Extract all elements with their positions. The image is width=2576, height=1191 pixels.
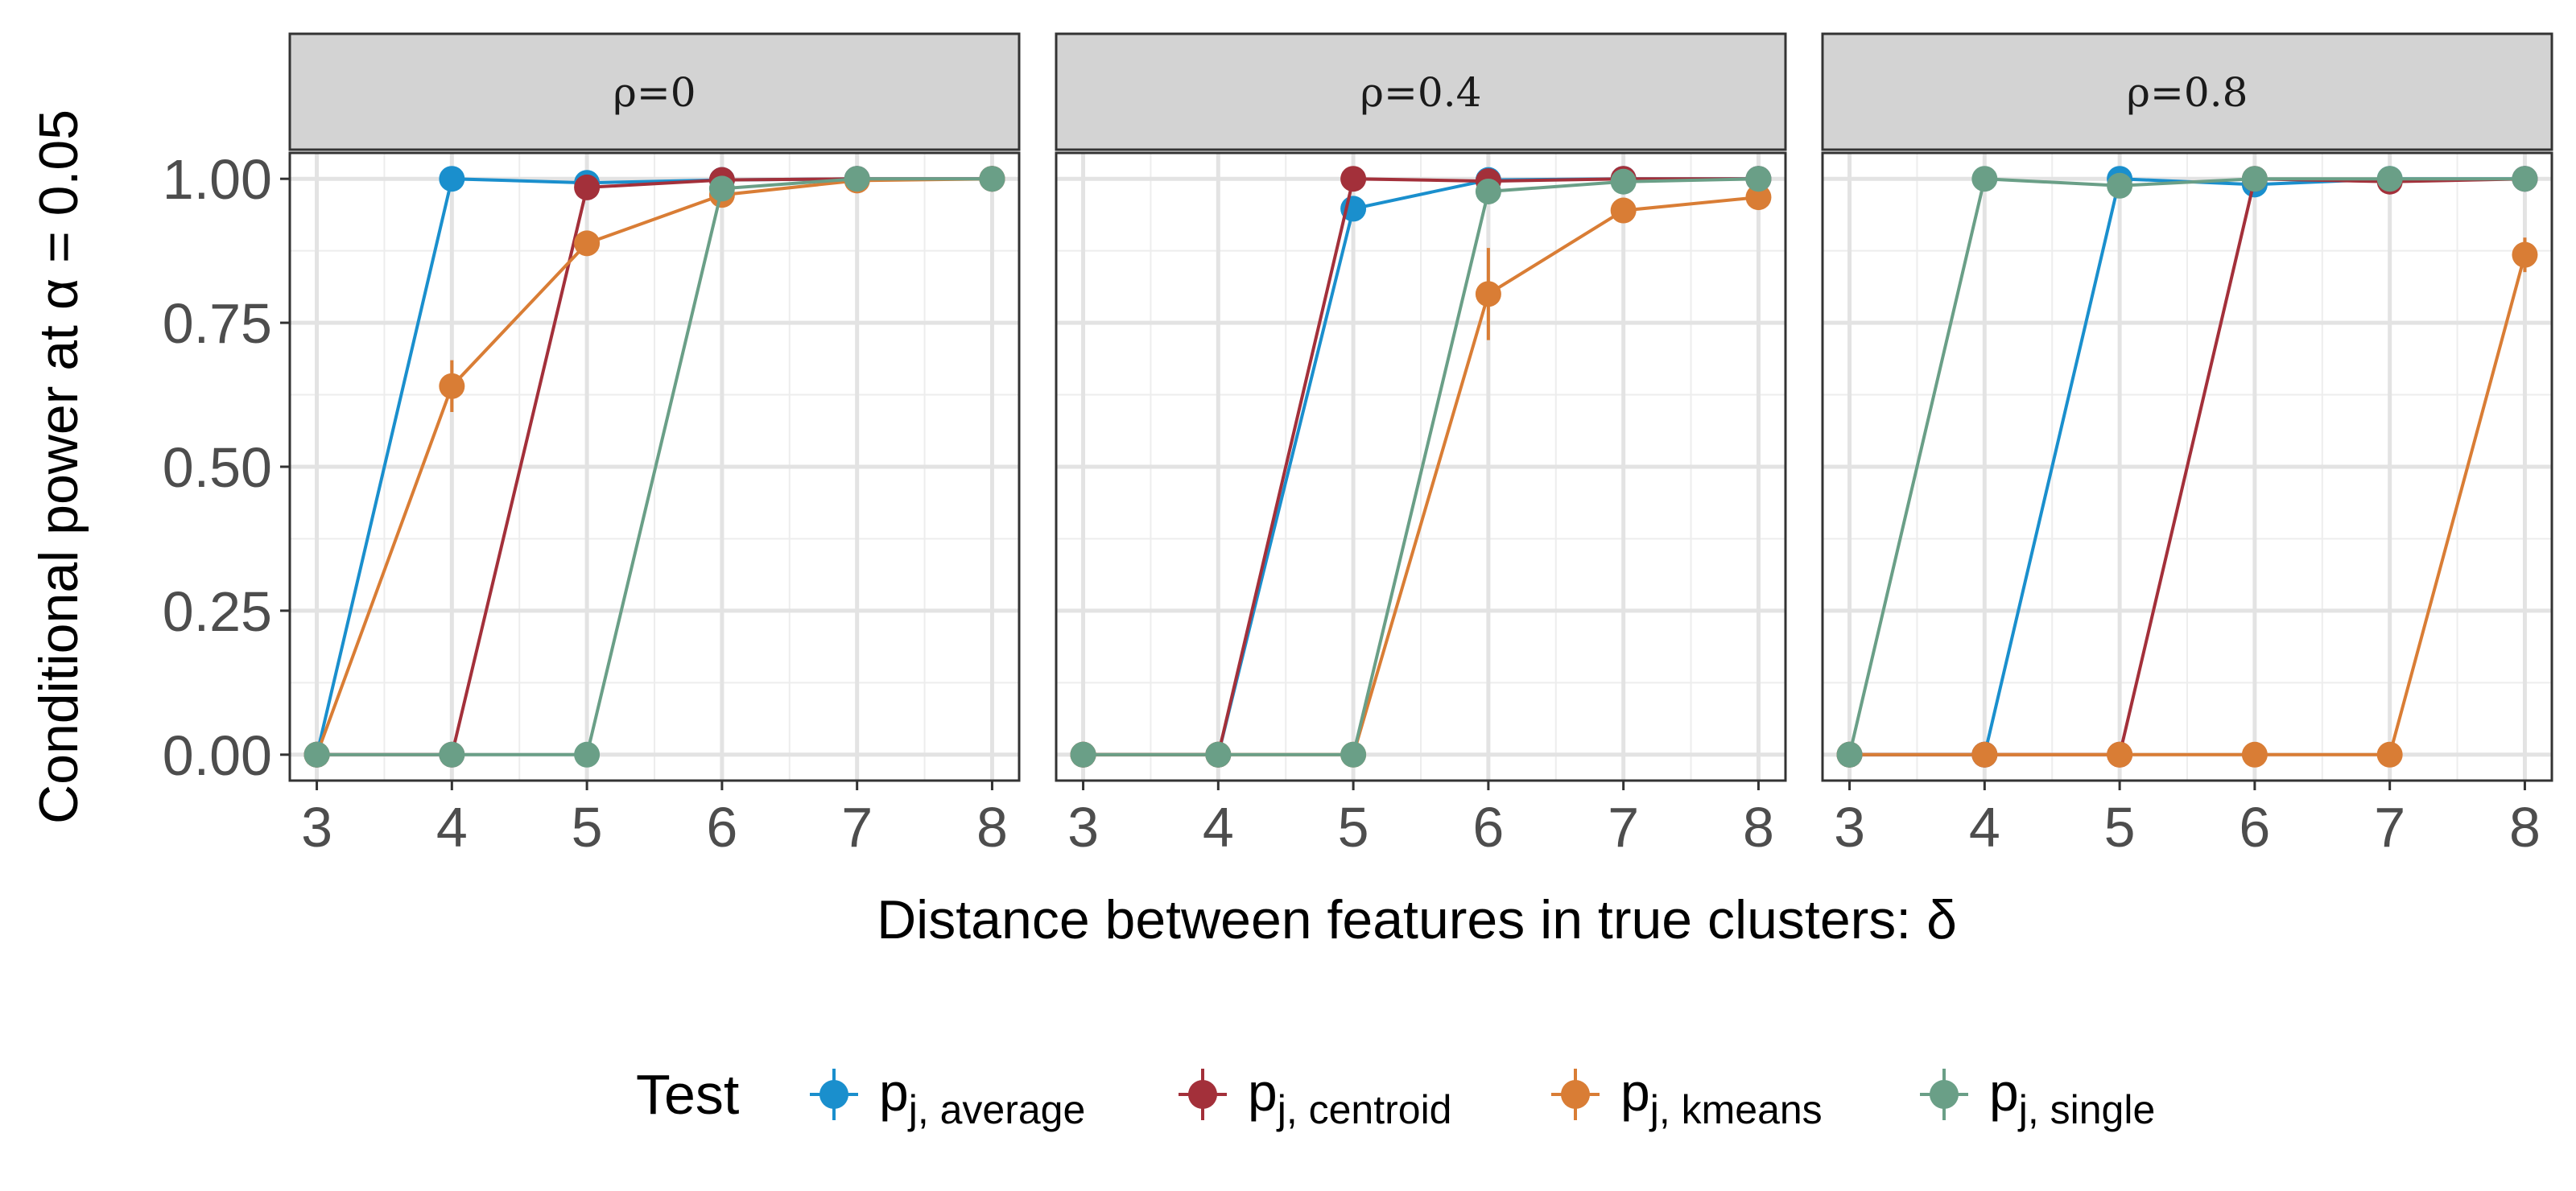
legend-key-point — [1188, 1080, 1217, 1109]
legend-label-sub: j, centroid — [1276, 1087, 1452, 1132]
data-point — [303, 741, 330, 768]
data-point — [574, 174, 601, 200]
data-point — [2512, 166, 2538, 192]
legend-key-point — [1561, 1080, 1590, 1109]
y-tick-label: 0.00 — [163, 724, 272, 787]
data-point — [2376, 741, 2403, 768]
panel-border — [1821, 151, 2553, 782]
data-point — [1070, 741, 1096, 768]
legend-label: pj, single — [1989, 1062, 2155, 1132]
data-point — [439, 373, 465, 399]
data-point — [1610, 168, 1637, 195]
legend-title: Test — [636, 1063, 739, 1126]
data-point — [1971, 741, 1998, 768]
legend-label-sub: j, single — [2017, 1087, 2156, 1132]
x-tick-label: 3 — [1067, 796, 1099, 859]
data-point — [2107, 741, 2133, 768]
data-point — [1836, 741, 1863, 768]
x-tick-label: 5 — [2104, 796, 2136, 859]
panels: ρ=0 3 4 5 6 7 8 0.00 0.25 0.50 0.75 1.00 ρ=0.4 3 4 5 6 7 8… — [163, 32, 2553, 859]
x-tick-label: 3 — [301, 796, 332, 859]
panel-1: ρ=0 3 4 5 6 7 8 0.00 0.25 0.50 0.75 1.00 — [163, 32, 1021, 859]
x-tick-label: 4 — [1203, 796, 1234, 859]
legend-item: pj, centroid — [1179, 1062, 1452, 1132]
data-point — [1971, 166, 1998, 192]
x-tick-label: 5 — [572, 796, 603, 859]
data-point — [439, 166, 465, 192]
x-tick-label: 7 — [1608, 796, 1639, 859]
legend-label-main: p — [1248, 1062, 1278, 1122]
panel-border — [1055, 151, 1787, 782]
data-point — [2241, 166, 2268, 192]
series-line — [316, 177, 993, 756]
legend-label-sub: j, average — [907, 1087, 1086, 1132]
y-tick-label: 1.00 — [163, 148, 272, 211]
x-tick-label: 8 — [1743, 796, 1774, 859]
data-point — [2376, 166, 2403, 192]
legend-label-sub: j, kmeans — [1649, 1087, 1823, 1132]
x-tick-label: 6 — [1472, 796, 1504, 859]
x-tick-label: 4 — [436, 796, 468, 859]
x-tick-label: 3 — [1834, 796, 1865, 859]
data-point — [844, 166, 870, 192]
data-point — [1475, 281, 1501, 307]
x-tick-label: 6 — [2239, 796, 2270, 859]
x-tick-label: 8 — [976, 796, 1008, 859]
data-point — [2107, 172, 2133, 199]
legend-label: pj, kmeans — [1620, 1062, 1823, 1132]
x-tick-label: 5 — [1338, 796, 1369, 859]
series-line — [1083, 177, 1759, 756]
panel-strip-title: ρ=0.8 — [2127, 69, 2248, 116]
panel-strip-title: ρ=0 — [613, 69, 696, 116]
data-point — [574, 230, 601, 257]
data-point — [1745, 184, 1772, 211]
legend-item: pj, single — [1920, 1062, 2155, 1132]
data-point — [1610, 197, 1637, 224]
series-line — [1849, 254, 2527, 756]
data-point — [2241, 741, 2268, 768]
data-point — [1340, 741, 1367, 768]
series-single — [303, 166, 1005, 768]
data-point — [439, 741, 465, 768]
data-point — [574, 741, 601, 768]
legend-label: pj, average — [879, 1062, 1085, 1132]
panel-3: ρ=0.8 3 4 5 6 7 8 — [1821, 32, 2553, 859]
x-tick-label: 6 — [706, 796, 737, 859]
data-point — [708, 175, 735, 202]
data-point — [979, 166, 1005, 192]
panel-strip — [1055, 32, 1787, 151]
legend-item: pj, kmeans — [1551, 1062, 1823, 1132]
series-line — [1847, 177, 2525, 756]
x-axis-title: Distance between features in true cluste… — [877, 889, 1957, 950]
legend-key-point — [1930, 1080, 1959, 1109]
legend-key-point — [819, 1080, 848, 1109]
panel-2: ρ=0.4 3 4 5 6 7 8 — [1055, 32, 1787, 859]
y-tick-label: 0.50 — [163, 436, 272, 499]
y-tick-label: 0.25 — [163, 580, 272, 643]
legend: Test pj, average pj, centroid pj, kmeans pj… — [636, 1062, 2155, 1132]
data-point — [1340, 166, 1367, 192]
legend-item: pj, average — [810, 1062, 1085, 1132]
panel-strip — [1821, 32, 2553, 151]
legend-label: pj, centroid — [1248, 1062, 1452, 1132]
x-tick-label: 7 — [2374, 796, 2405, 859]
legend-label-main: p — [1620, 1062, 1650, 1122]
panel-strip — [288, 32, 1021, 151]
legend-label-main: p — [879, 1062, 909, 1122]
y-axis-title: Conditional power at α = 0.05 — [28, 109, 89, 824]
legend-label-main: p — [1989, 1062, 2019, 1122]
x-tick-label: 4 — [1969, 796, 2000, 859]
x-tick-label: 8 — [2509, 796, 2541, 859]
data-point — [1205, 741, 1232, 768]
data-point — [1745, 166, 1772, 192]
data-point — [1475, 178, 1501, 204]
series-single — [1070, 166, 1772, 768]
data-point — [2512, 241, 2538, 268]
panel-strip-title: ρ=0.4 — [1360, 69, 1482, 116]
series-single — [1836, 166, 2538, 768]
y-tick-label: 0.75 — [163, 292, 272, 355]
x-tick-label: 7 — [841, 796, 873, 859]
